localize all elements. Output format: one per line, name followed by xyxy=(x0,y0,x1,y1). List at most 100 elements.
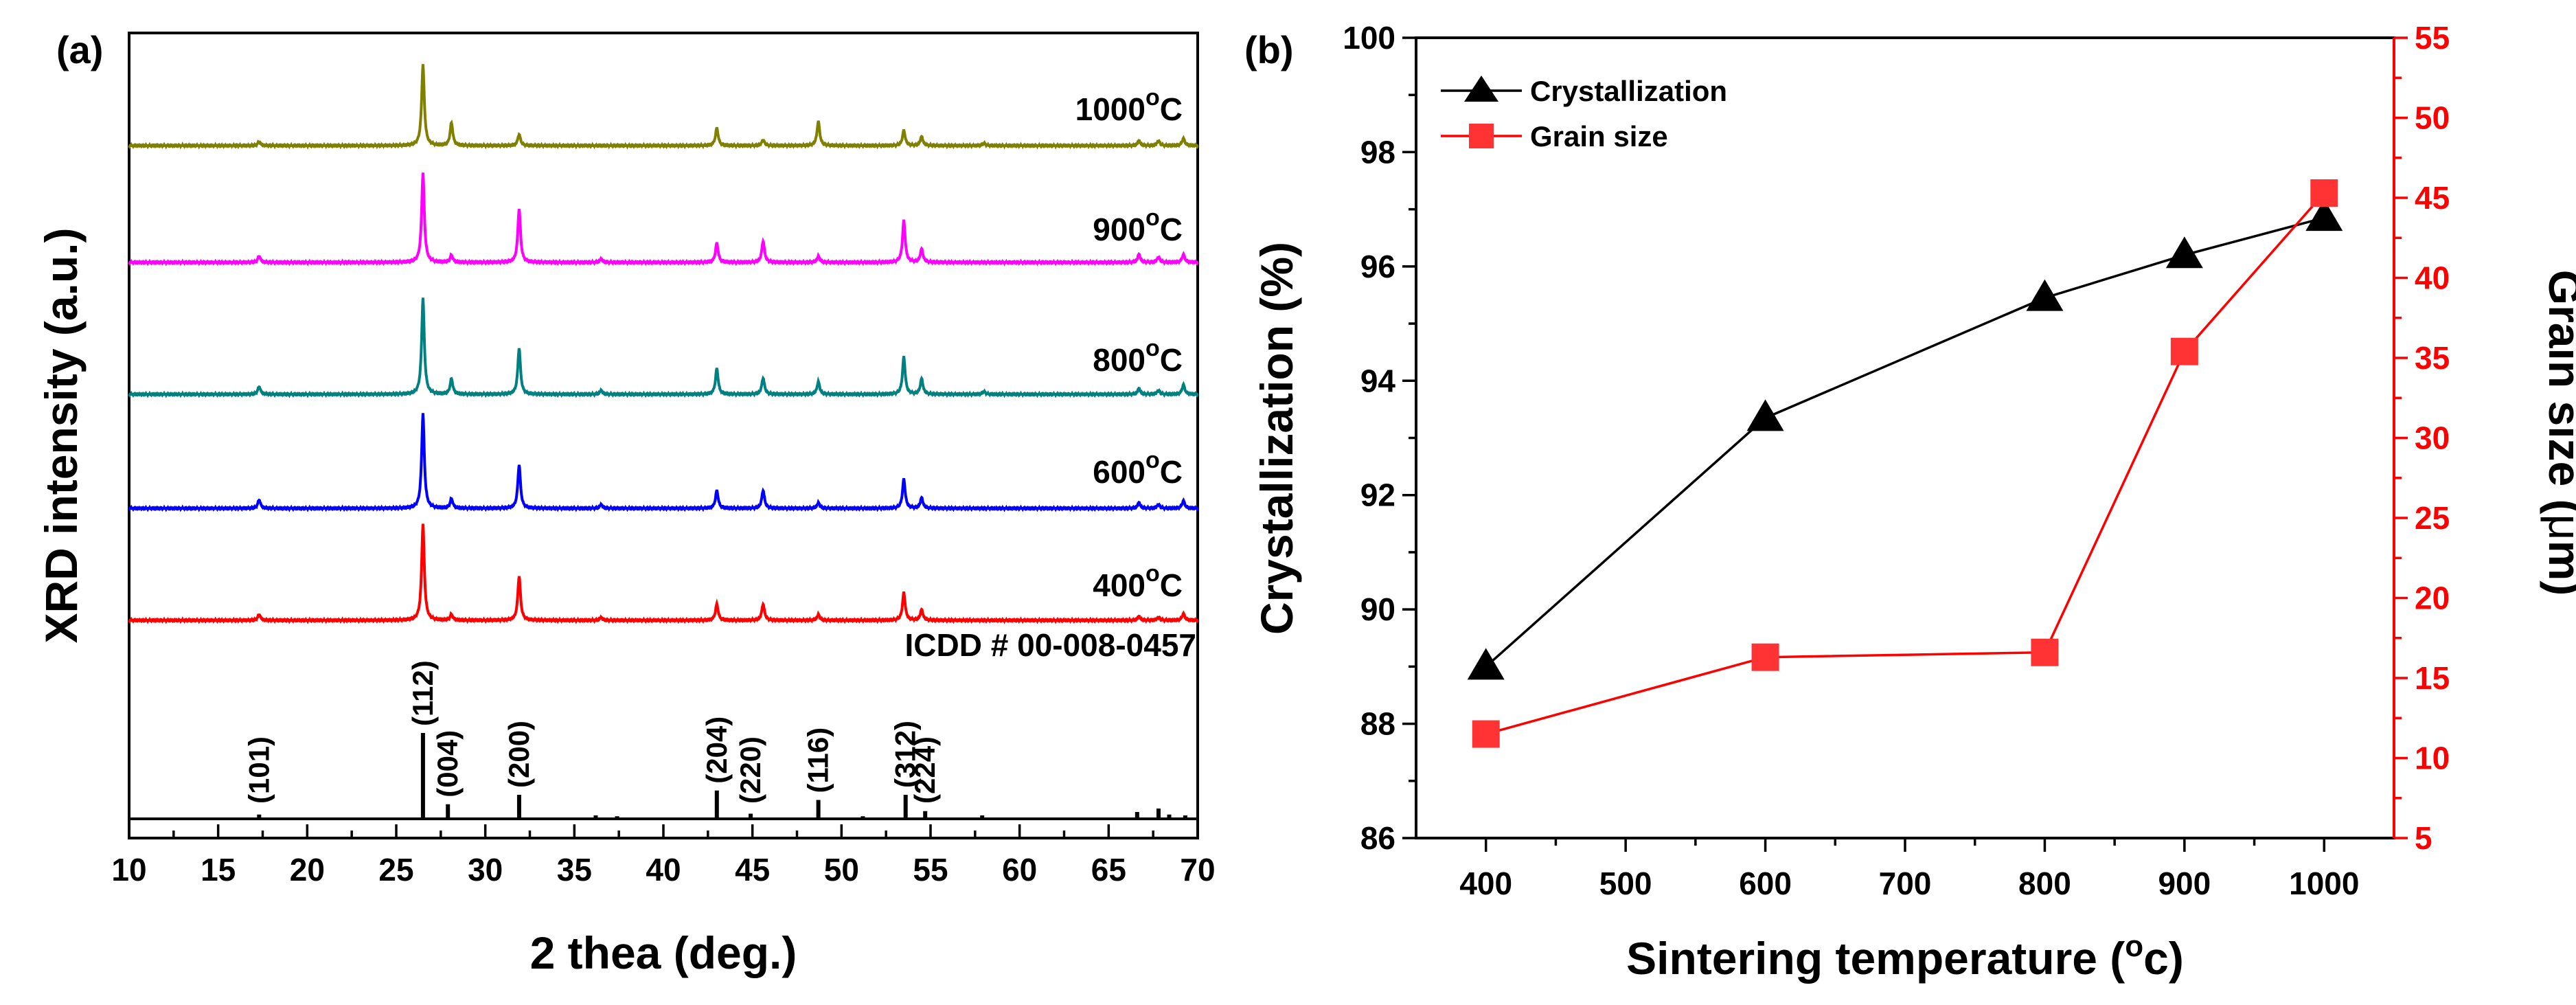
temperature-unit: C xyxy=(1160,567,1183,603)
grain-size-point xyxy=(2031,638,2059,666)
grain-size-line xyxy=(1485,192,2325,736)
reference-card-label: ICDD # 00-008-0457 xyxy=(905,627,1196,663)
temperature-value: 400 xyxy=(1093,567,1145,603)
grain-size-point xyxy=(2310,179,2338,207)
degree-mark: o xyxy=(1145,447,1160,473)
temperature-value: 800 xyxy=(1093,342,1145,378)
crystallization-line xyxy=(1485,216,2325,668)
right-y-tick-label: 35 xyxy=(2415,340,2450,376)
left-y-tick-label: 98 xyxy=(1360,134,1395,170)
reference-hkl-label: (224) xyxy=(909,736,941,804)
xrd-x-tick-label: 60 xyxy=(1002,852,1037,888)
xrd-x-tick-label: 70 xyxy=(1180,852,1215,888)
temperature-label: 900oC xyxy=(1093,205,1183,247)
xrd-x-tick-label: 30 xyxy=(468,852,503,888)
reference-hkl-label: (200) xyxy=(503,721,535,788)
panel-b-ticks: 400 500 600 700 800 900 1000 86 88 90 92 94 96 98 100 5… xyxy=(1343,20,2450,901)
reference-hkl-label: (004) xyxy=(431,730,464,798)
panel-b-x-tick-label: 500 xyxy=(1599,866,1652,901)
panel-b-x-axis-label: Sintering temperature (oc) xyxy=(1626,929,2184,984)
crystallization-point xyxy=(1746,399,1784,431)
xrd-x-tick-label: 10 xyxy=(111,852,146,888)
xrd-x-tick-label: 45 xyxy=(735,852,770,888)
right-label-main: Grain size ( xyxy=(2540,270,2576,515)
panel-b-x-tick-label: 900 xyxy=(2158,866,2211,901)
reference-hkl-label: (220) xyxy=(734,736,766,804)
crystallization-point xyxy=(1467,648,1505,680)
temperature-label: 400oC xyxy=(1093,561,1183,603)
legend-square-icon xyxy=(1469,124,1494,148)
crystallization-point xyxy=(2026,279,2064,311)
xrd-x-tick-label: 25 xyxy=(378,852,413,888)
xrd-x-tick-label: 40 xyxy=(646,852,681,888)
temperature-label: 800oC xyxy=(1093,335,1183,378)
left-y-tick-label: 100 xyxy=(1343,20,1395,56)
left-y-tick-label: 86 xyxy=(1360,820,1395,856)
right-y-tick-label: 50 xyxy=(2415,100,2450,136)
xrd-pattern-line xyxy=(128,64,1199,150)
crystallization-grain-panel: (b) 400 500 600 700 800 900 1000 86 88 90 92 94 96 98… xyxy=(1244,20,2576,984)
panel-b-plot-frame xyxy=(1415,36,2395,839)
right-y-tick-label: 5 xyxy=(2415,820,2432,856)
right-y-axis-label: Grain size (μm) xyxy=(2540,270,2576,596)
x-label-main: Sintering temperature ( xyxy=(1626,933,2125,984)
temperature-unit: C xyxy=(1160,454,1183,490)
panel-b-series xyxy=(1467,179,2343,748)
reference-hkl-label: (101) xyxy=(242,736,275,804)
xrd-x-ticks: 10 15 20 25 30 35 40 45 50 55 60 65 70 xyxy=(111,824,1216,888)
legend-label-grain-size: Grain size xyxy=(1530,120,1668,153)
left-y-tick-label: 96 xyxy=(1360,249,1395,284)
xrd-panel: (a) 10 15 20 25 30 35 40 45 50 55 60 65 70 2 thea (d… xyxy=(36,28,1216,978)
temperature-label: 1000oC xyxy=(1075,84,1183,127)
xrd-pattern-line xyxy=(128,523,1199,624)
degree-mark: o xyxy=(1145,335,1160,361)
degree-mark: o xyxy=(1145,84,1160,111)
temperature-label: 600oC xyxy=(1093,447,1183,490)
reference-hkl-label: (112) xyxy=(407,660,439,726)
reference-hkl-label: (116) xyxy=(802,727,834,793)
legend: Crystallization Grain size xyxy=(1441,75,1727,153)
x-label-end: c) xyxy=(2143,933,2184,984)
left-y-tick-label: 88 xyxy=(1360,706,1395,742)
xrd-y-axis-label: XRD intensity (a.u.) xyxy=(36,227,87,643)
temperature-unit: C xyxy=(1160,91,1183,127)
xrd-x-tick-label: 55 xyxy=(913,852,948,888)
right-y-tick-label: 25 xyxy=(2415,500,2450,536)
left-y-axis-label: Crystallization (%) xyxy=(1251,242,1302,635)
degree-mark: o xyxy=(1145,205,1160,231)
xrd-plot-frame xyxy=(128,32,1199,839)
xrd-x-tick-label: 35 xyxy=(557,852,592,888)
xrd-x-tick-label: 20 xyxy=(290,852,325,888)
crystallization-point xyxy=(2165,236,2203,269)
xrd-x-tick-label: 65 xyxy=(1091,852,1126,888)
left-y-tick-label: 94 xyxy=(1360,363,1396,398)
xrd-pattern-line xyxy=(128,297,1199,398)
right-y-tick-label: 55 xyxy=(2415,20,2450,56)
left-y-tick-label: 90 xyxy=(1360,591,1395,627)
right-y-tick-label: 45 xyxy=(2415,180,2450,216)
right-label-mu: μ xyxy=(2540,515,2576,541)
xrd-pattern-line xyxy=(128,413,1199,512)
grain-size-point xyxy=(2170,337,2198,365)
reference-hkl-label: (312) xyxy=(889,721,922,788)
xrd-x-axis-label: 2 thea (deg.) xyxy=(530,927,797,978)
reference-peaks: (101) (112) (004) (200) (204) (220) (116) (312)… xyxy=(129,660,1198,820)
panel-b-x-tick-label: 800 xyxy=(2018,866,2071,901)
right-label-end: m) xyxy=(2540,541,2576,596)
legend-triangle-icon xyxy=(1464,76,1498,102)
grain-size-point xyxy=(1472,720,1500,748)
temperature-value: 1000 xyxy=(1075,91,1145,127)
legend-label-crystallization: Crystallization xyxy=(1530,75,1727,107)
temperature-unit: C xyxy=(1160,342,1183,378)
grain-size-point xyxy=(1751,643,1779,671)
xrd-pattern-line xyxy=(128,172,1199,267)
panel-b-x-tick-label: 1000 xyxy=(2289,866,2359,901)
right-y-tick-label: 10 xyxy=(2415,741,2450,776)
right-y-tick-label: 30 xyxy=(2415,420,2450,456)
temperature-value: 900 xyxy=(1093,212,1145,247)
panel-b-x-tick-label: 700 xyxy=(1879,866,1932,901)
panel-label-b: (b) xyxy=(1244,28,1294,71)
right-y-tick-label: 40 xyxy=(2415,260,2450,296)
